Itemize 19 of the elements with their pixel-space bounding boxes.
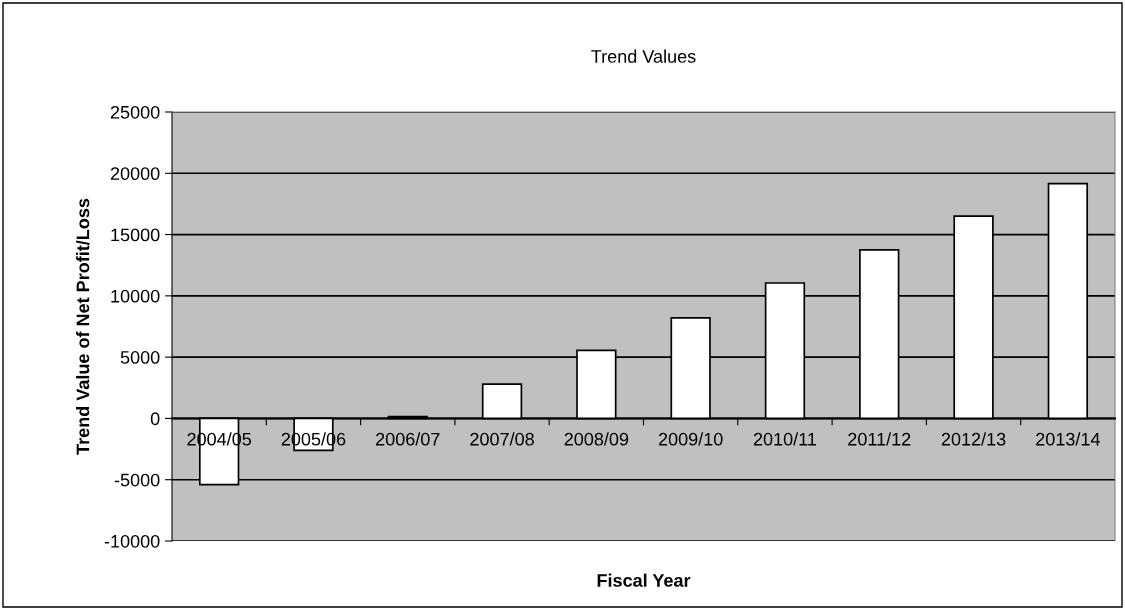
y-tick-label: 10000 (111, 289, 160, 303)
y-tick-label: -5000 (114, 473, 160, 487)
x-tick-label: 2007/08 (470, 432, 534, 446)
x-tick-label: 2012/13 (941, 432, 1006, 446)
y-axis-title: Trend Value of Net Profit/Loss (76, 198, 90, 455)
x-tick-label: 2010/11 (753, 432, 817, 446)
x-tick-label: 2006/07 (376, 432, 440, 446)
y-tick-label: 5000 (120, 351, 160, 364)
y-tick-label: -10000 (104, 534, 160, 548)
x-tick-label: 2013/14 (1036, 432, 1100, 446)
y-tick-label: 25000 (110, 105, 160, 119)
y-tick-label: 0 (150, 412, 160, 426)
x-axis-title: Fiscal Year (597, 573, 691, 587)
chart-title: Trend Values (591, 49, 696, 63)
x-tick-label: 2011/12 (848, 432, 911, 446)
x-tick-label: 2008/09 (564, 432, 629, 446)
y-tick-label: 20000 (110, 167, 160, 181)
y-tick-label: 15000 (111, 228, 160, 242)
x-tick-label: 2009/10 (658, 432, 723, 446)
